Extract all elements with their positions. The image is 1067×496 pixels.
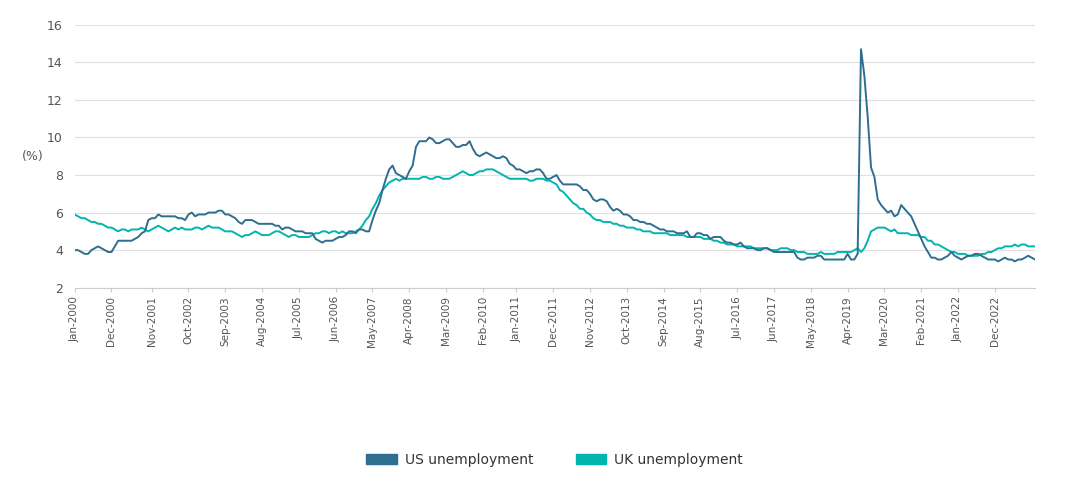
Y-axis label: (%): (%) <box>22 150 44 163</box>
Legend: US unemployment, UK unemployment: US unemployment, UK unemployment <box>361 447 749 472</box>
